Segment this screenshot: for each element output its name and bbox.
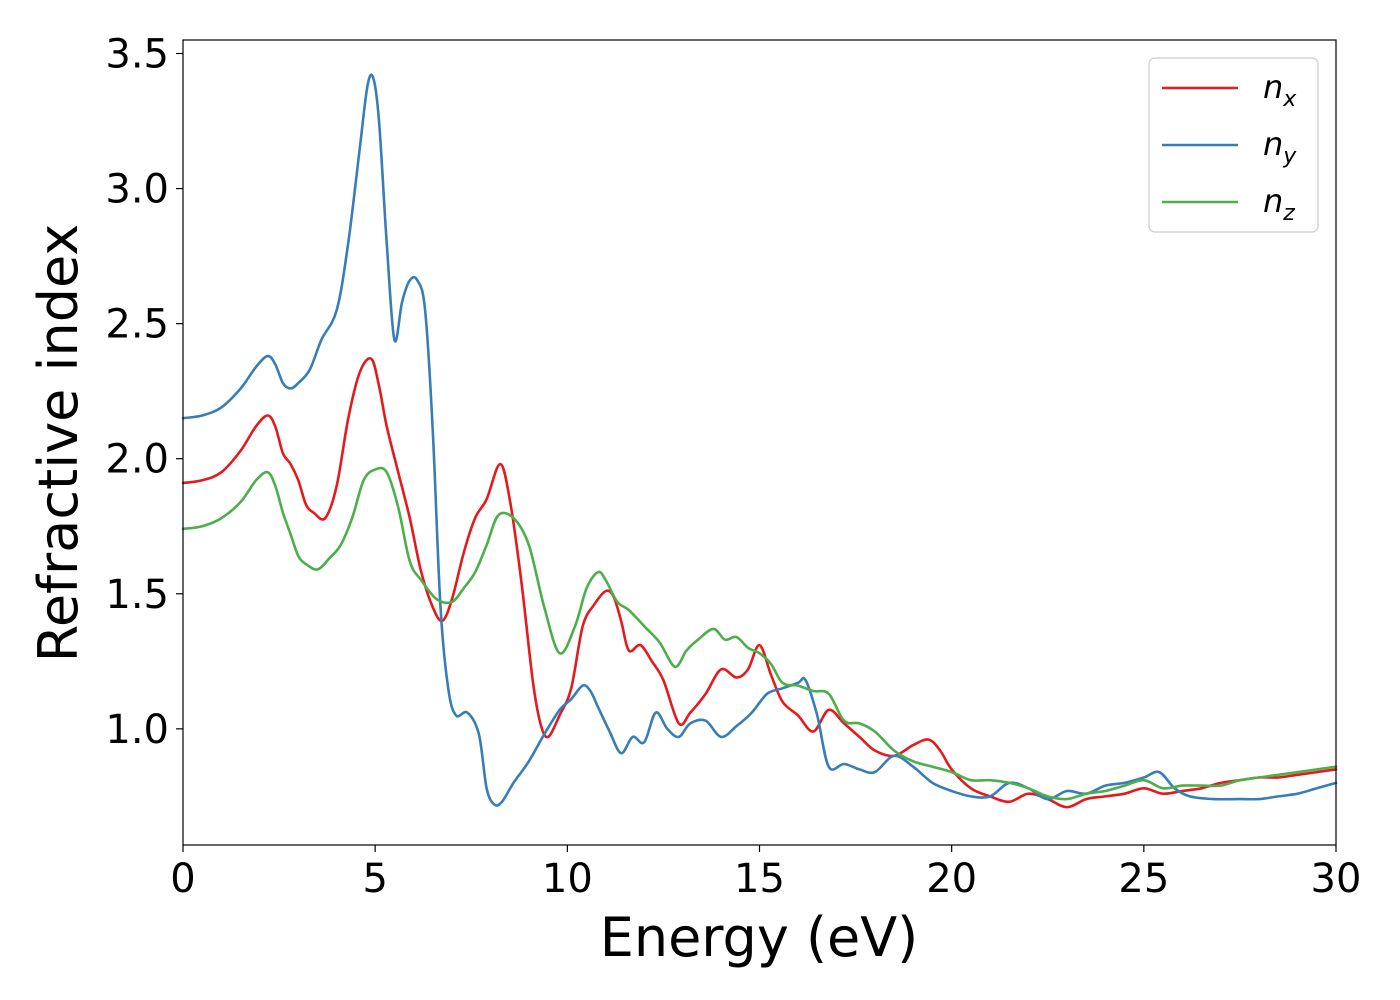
y-tick-label: 2.0 (105, 437, 169, 483)
x-tick-label: 15 (734, 856, 785, 902)
series-layer (181, 73, 1338, 809)
y-tick-label: 2.5 (105, 302, 169, 348)
x-tick-label: 0 (170, 856, 195, 902)
x-tick-label: 10 (542, 856, 593, 902)
legend-subscript: z (1282, 201, 1295, 226)
x-tick-label: 25 (1118, 856, 1169, 902)
x-tick-label: 5 (362, 856, 387, 902)
y-tick-label: 3.0 (105, 167, 169, 213)
x-tick-label: 20 (926, 856, 977, 902)
y-axis-title: Refractive index (27, 224, 90, 663)
x-axis: 0 5 10 15 20 25 30 (170, 845, 1361, 902)
legend-subscript: y (1282, 144, 1297, 169)
x-tick-label: 30 (1311, 856, 1362, 902)
legend-subscript: x (1282, 87, 1297, 112)
y-tick-label: 3.5 (105, 32, 169, 78)
series-line-ny (181, 73, 1338, 807)
y-tick-label: 1.0 (105, 707, 169, 753)
y-axis: 1.0 1.5 2.0 2.5 3.0 3.5 (105, 32, 183, 753)
series-line-nz (181, 466, 1338, 801)
series-line-nx (181, 357, 1338, 809)
y-tick-label: 1.5 (105, 572, 169, 618)
x-axis-title: Energy (eV) (600, 906, 919, 969)
